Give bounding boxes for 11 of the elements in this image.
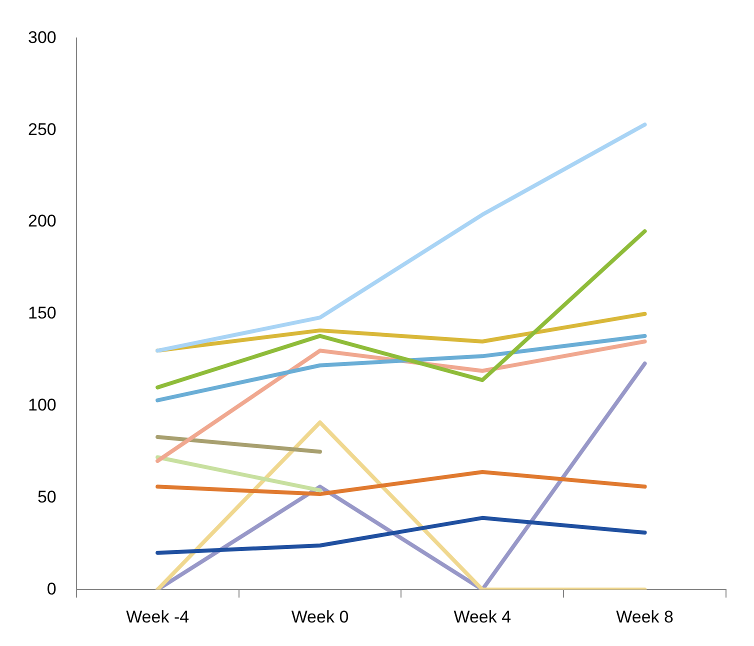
y-tick-label: 50 bbox=[37, 487, 56, 506]
x-tick-label: Week 4 bbox=[454, 607, 512, 626]
y-tick-label: 0 bbox=[46, 579, 56, 598]
x-tick-label: Week -4 bbox=[126, 607, 190, 626]
y-tick-label: 100 bbox=[28, 395, 56, 414]
y-tick-label: 150 bbox=[28, 304, 56, 323]
y-tick-label: 300 bbox=[28, 28, 56, 47]
x-tick-label: Week 0 bbox=[291, 607, 349, 626]
y-tick-label: 250 bbox=[28, 120, 56, 139]
y-tick-label: 200 bbox=[28, 212, 56, 231]
x-tick-label: Week 8 bbox=[616, 607, 674, 626]
